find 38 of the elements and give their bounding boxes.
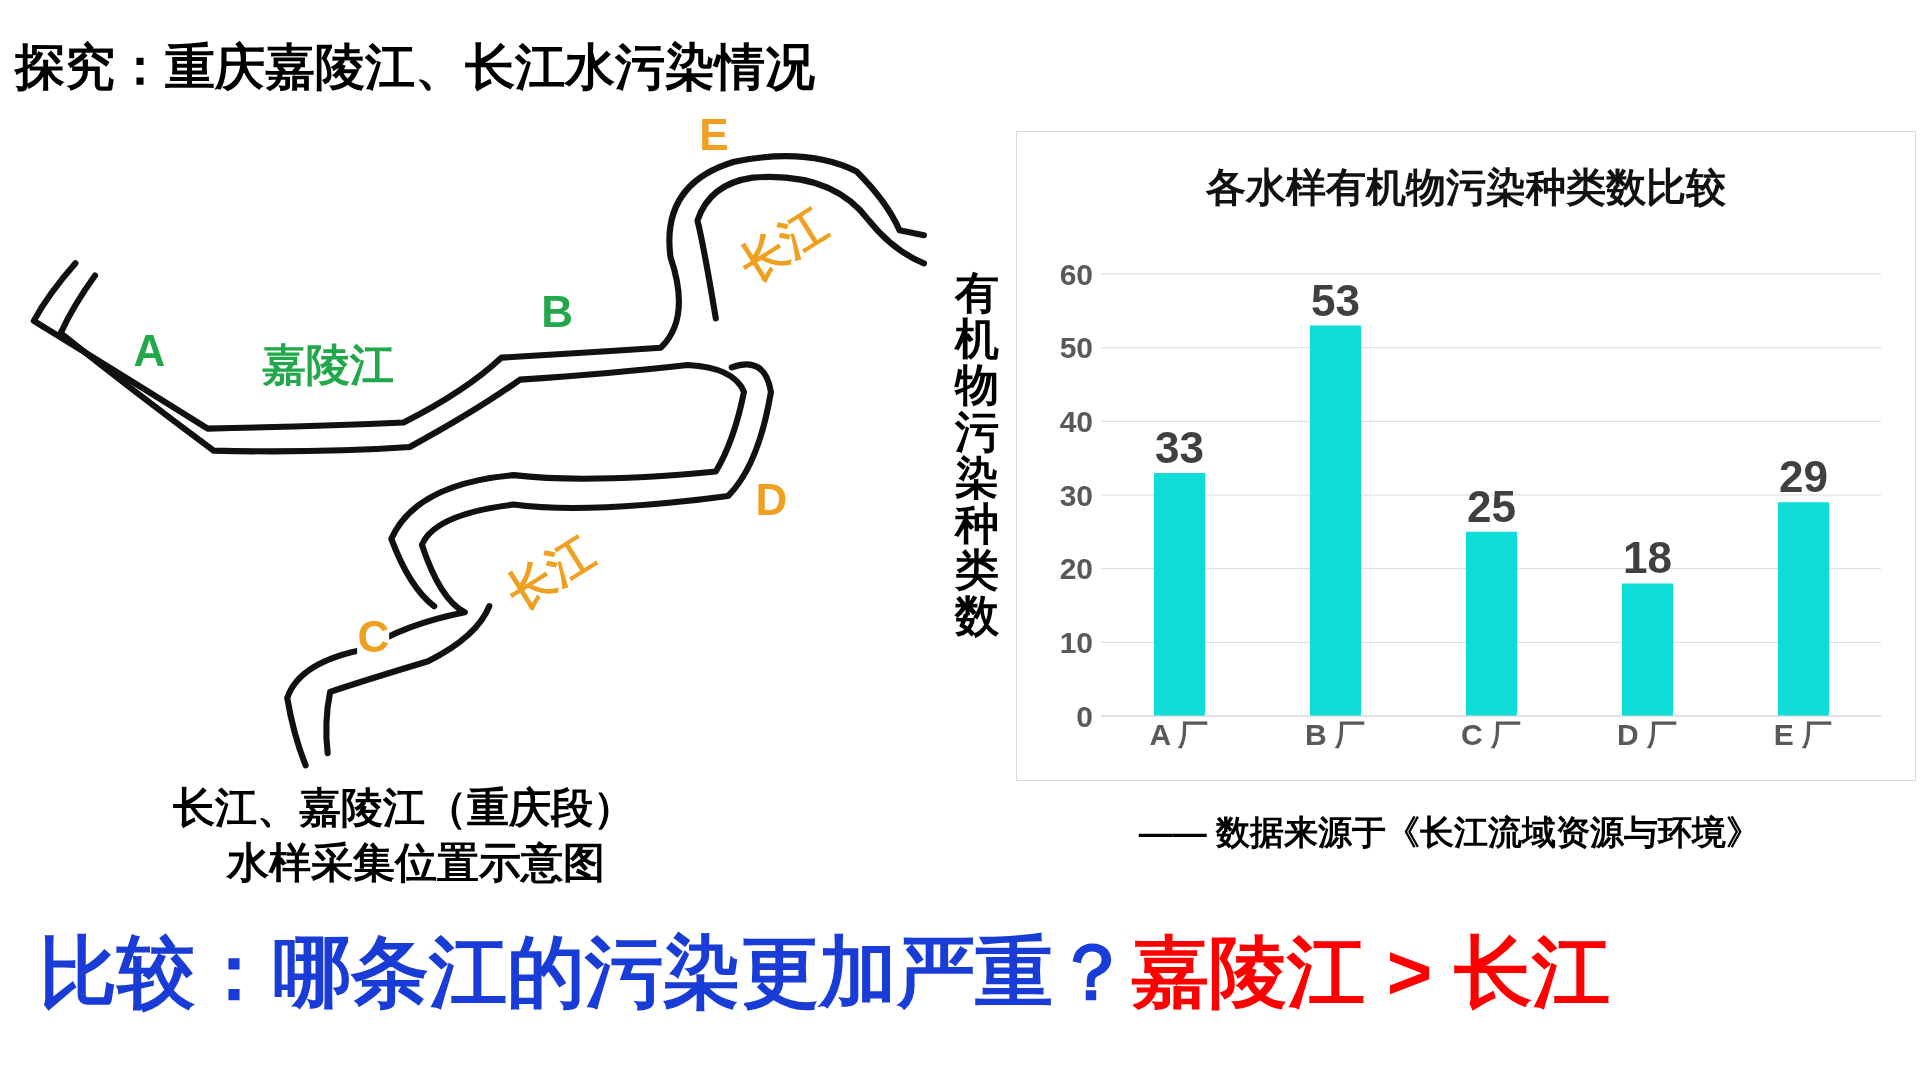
- y-tick-label: 0: [1076, 699, 1093, 733]
- chart-title: 各水样有机物污染种类数比较: [1205, 164, 1727, 211]
- y-tick-label: 40: [1059, 404, 1093, 438]
- text: B: [541, 287, 574, 337]
- data-label: 33: [1155, 422, 1204, 472]
- text: 嘉陵江: [262, 339, 395, 390]
- text: E: [699, 109, 729, 159]
- x-tick-label: D 厂: [1617, 718, 1677, 752]
- data-label: 25: [1467, 481, 1516, 531]
- x-tick-label: E 厂: [1773, 718, 1833, 752]
- text: A: [133, 326, 166, 376]
- y-tick-label: 10: [1059, 625, 1093, 659]
- text: 水样采集位置示意图: [227, 839, 606, 887]
- x-tick-label: B 厂: [1305, 718, 1365, 752]
- data-label: 18: [1623, 533, 1672, 583]
- y-tick-label: 50: [1059, 331, 1093, 365]
- bar: [1154, 472, 1205, 716]
- y-tick-label: 20: [1059, 552, 1093, 586]
- bar: [1622, 583, 1673, 716]
- text: 嘉陵江 > 长江: [1131, 927, 1611, 1016]
- data-label: 29: [1779, 452, 1828, 502]
- text: 长江: [498, 526, 604, 620]
- text: 长江、嘉陵江（重庆段）: [173, 784, 636, 832]
- y-tick-label: 30: [1059, 478, 1093, 512]
- bar: [1466, 531, 1517, 716]
- bar: [1778, 502, 1829, 716]
- text: —— 数据来源于《长江流域资源与环境》: [1138, 812, 1761, 852]
- data-label: 53: [1311, 275, 1360, 325]
- text: D: [755, 474, 788, 524]
- x-tick-label: A 厂: [1149, 718, 1209, 752]
- y-axis-title: 有机物污染种类数: [953, 268, 1000, 641]
- y-tick-label: 60: [1059, 257, 1093, 291]
- text: 长江: [730, 198, 837, 292]
- x-tick-label: C 厂: [1461, 718, 1521, 752]
- text: C: [357, 611, 390, 661]
- text: 比较：哪条江的污染更加严重？: [39, 927, 1132, 1016]
- bar: [1310, 325, 1361, 716]
- text: 探究：重庆嘉陵江、长江水污染情况: [14, 38, 815, 95]
